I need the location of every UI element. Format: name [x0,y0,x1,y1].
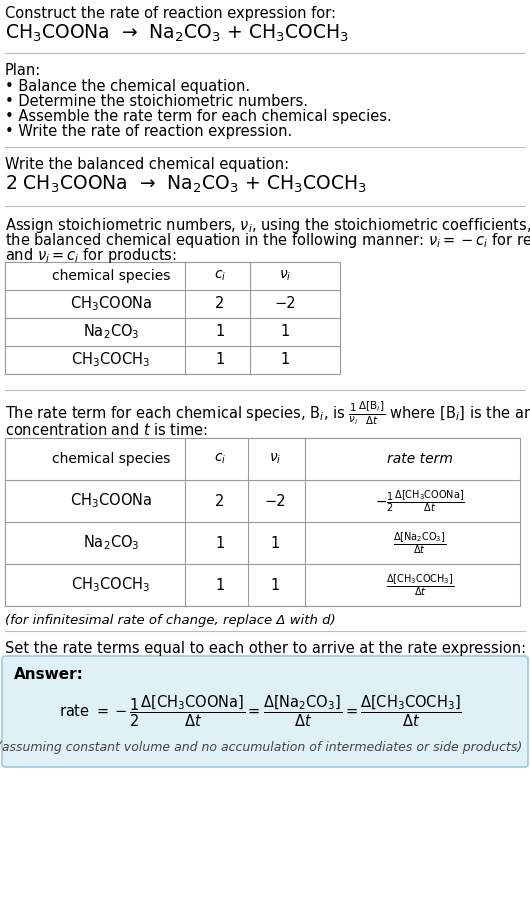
Bar [5,262,340,374]
Text: CH$_3$COONa  →  Na$_2$CO$_3$ + CH$_3$COCH$_3$: CH$_3$COONa → Na$_2$CO$_3$ + CH$_3$COCH$… [5,23,349,45]
Text: $\frac{\Delta[\mathrm{Na_2CO_3}]}{\Delta t}$: $\frac{\Delta[\mathrm{Na_2CO_3}]}{\Delta… [393,531,447,556]
Text: 2 CH$_3$COONa  →  Na$_2$CO$_3$ + CH$_3$COCH$_3$: 2 CH$_3$COONa → Na$_2$CO$_3$ + CH$_3$COC… [5,174,367,196]
Text: 1: 1 [280,325,289,339]
Text: and $\nu_i = c_i$ for products:: and $\nu_i = c_i$ for products: [5,246,177,265]
Text: chemical species: chemical species [52,452,170,466]
Text: 1: 1 [270,535,280,551]
Text: 1: 1 [270,578,280,592]
Text: Set the rate terms equal to each other to arrive at the rate expression:: Set the rate terms equal to each other t… [5,641,526,656]
Text: CH$_3$COONa: CH$_3$COONa [70,295,152,313]
Text: −2: −2 [264,493,286,509]
Text: Plan:: Plan: [5,63,41,78]
Text: Write the balanced chemical equation:: Write the balanced chemical equation: [5,157,289,172]
Text: Na$_2$CO$_3$: Na$_2$CO$_3$ [83,533,139,552]
Text: CH$_3$COONa: CH$_3$COONa [70,491,152,511]
Text: Na$_2$CO$_3$: Na$_2$CO$_3$ [83,323,139,341]
Text: 2: 2 [215,297,225,311]
Text: concentration and $t$ is time:: concentration and $t$ is time: [5,422,208,438]
Text: rate term: rate term [387,452,453,466]
Text: CH$_3$COCH$_3$: CH$_3$COCH$_3$ [72,350,151,369]
Text: (assuming constant volume and no accumulation of intermediates or side products): (assuming constant volume and no accumul… [0,741,523,753]
Text: $\frac{\Delta[\mathrm{CH_3COCH_3}]}{\Delta t}$: $\frac{\Delta[\mathrm{CH_3COCH_3}]}{\Del… [386,572,454,598]
Text: • Write the rate of reaction expression.: • Write the rate of reaction expression. [5,124,292,139]
Text: chemical species: chemical species [52,269,170,283]
Text: 1: 1 [280,352,289,368]
Text: Assign stoichiometric numbers, $\nu_i$, using the stoichiometric coefficients, $: Assign stoichiometric numbers, $\nu_i$, … [5,216,530,235]
Text: 1: 1 [215,352,225,368]
Text: 2: 2 [215,493,225,509]
Text: 1: 1 [215,578,225,592]
Text: The rate term for each chemical species, B$_i$, is $\frac{1}{\nu_i}\frac{\Delta[: The rate term for each chemical species,… [5,400,530,428]
Text: $c_i$: $c_i$ [214,268,226,283]
Text: • Assemble the rate term for each chemical species.: • Assemble the rate term for each chemic… [5,109,392,124]
Text: 1: 1 [215,535,225,551]
Text: −2: −2 [274,297,296,311]
Text: rate $= -\dfrac{1}{2}\dfrac{\Delta[\mathrm{CH_3COONa}]}{\Delta t} = \dfrac{\Delt: rate $= -\dfrac{1}{2}\dfrac{\Delta[\math… [58,693,462,729]
Text: 1: 1 [215,325,225,339]
Text: the balanced chemical equation in the following manner: $\nu_i = -c_i$ for react: the balanced chemical equation in the fo… [5,231,530,250]
Text: Construct the rate of reaction expression for:: Construct the rate of reaction expressio… [5,6,336,21]
Bar [5,438,520,606]
Text: $c_i$: $c_i$ [214,451,226,466]
Text: $\nu_i$: $\nu_i$ [279,268,291,283]
Text: • Balance the chemical equation.: • Balance the chemical equation. [5,79,250,94]
Text: • Determine the stoichiometric numbers.: • Determine the stoichiometric numbers. [5,94,308,109]
Text: (for infinitesimal rate of change, replace Δ with d): (for infinitesimal rate of change, repla… [5,614,335,627]
FancyBboxPatch shape [2,656,528,767]
Text: Answer:: Answer: [14,667,84,682]
Text: $\nu_i$: $\nu_i$ [269,451,281,466]
Text: $-\frac{1}{2}\frac{\Delta[\mathrm{CH_3COONa}]}{\Delta t}$: $-\frac{1}{2}\frac{\Delta[\mathrm{CH_3CO… [375,488,465,514]
Text: CH$_3$COCH$_3$: CH$_3$COCH$_3$ [72,576,151,594]
